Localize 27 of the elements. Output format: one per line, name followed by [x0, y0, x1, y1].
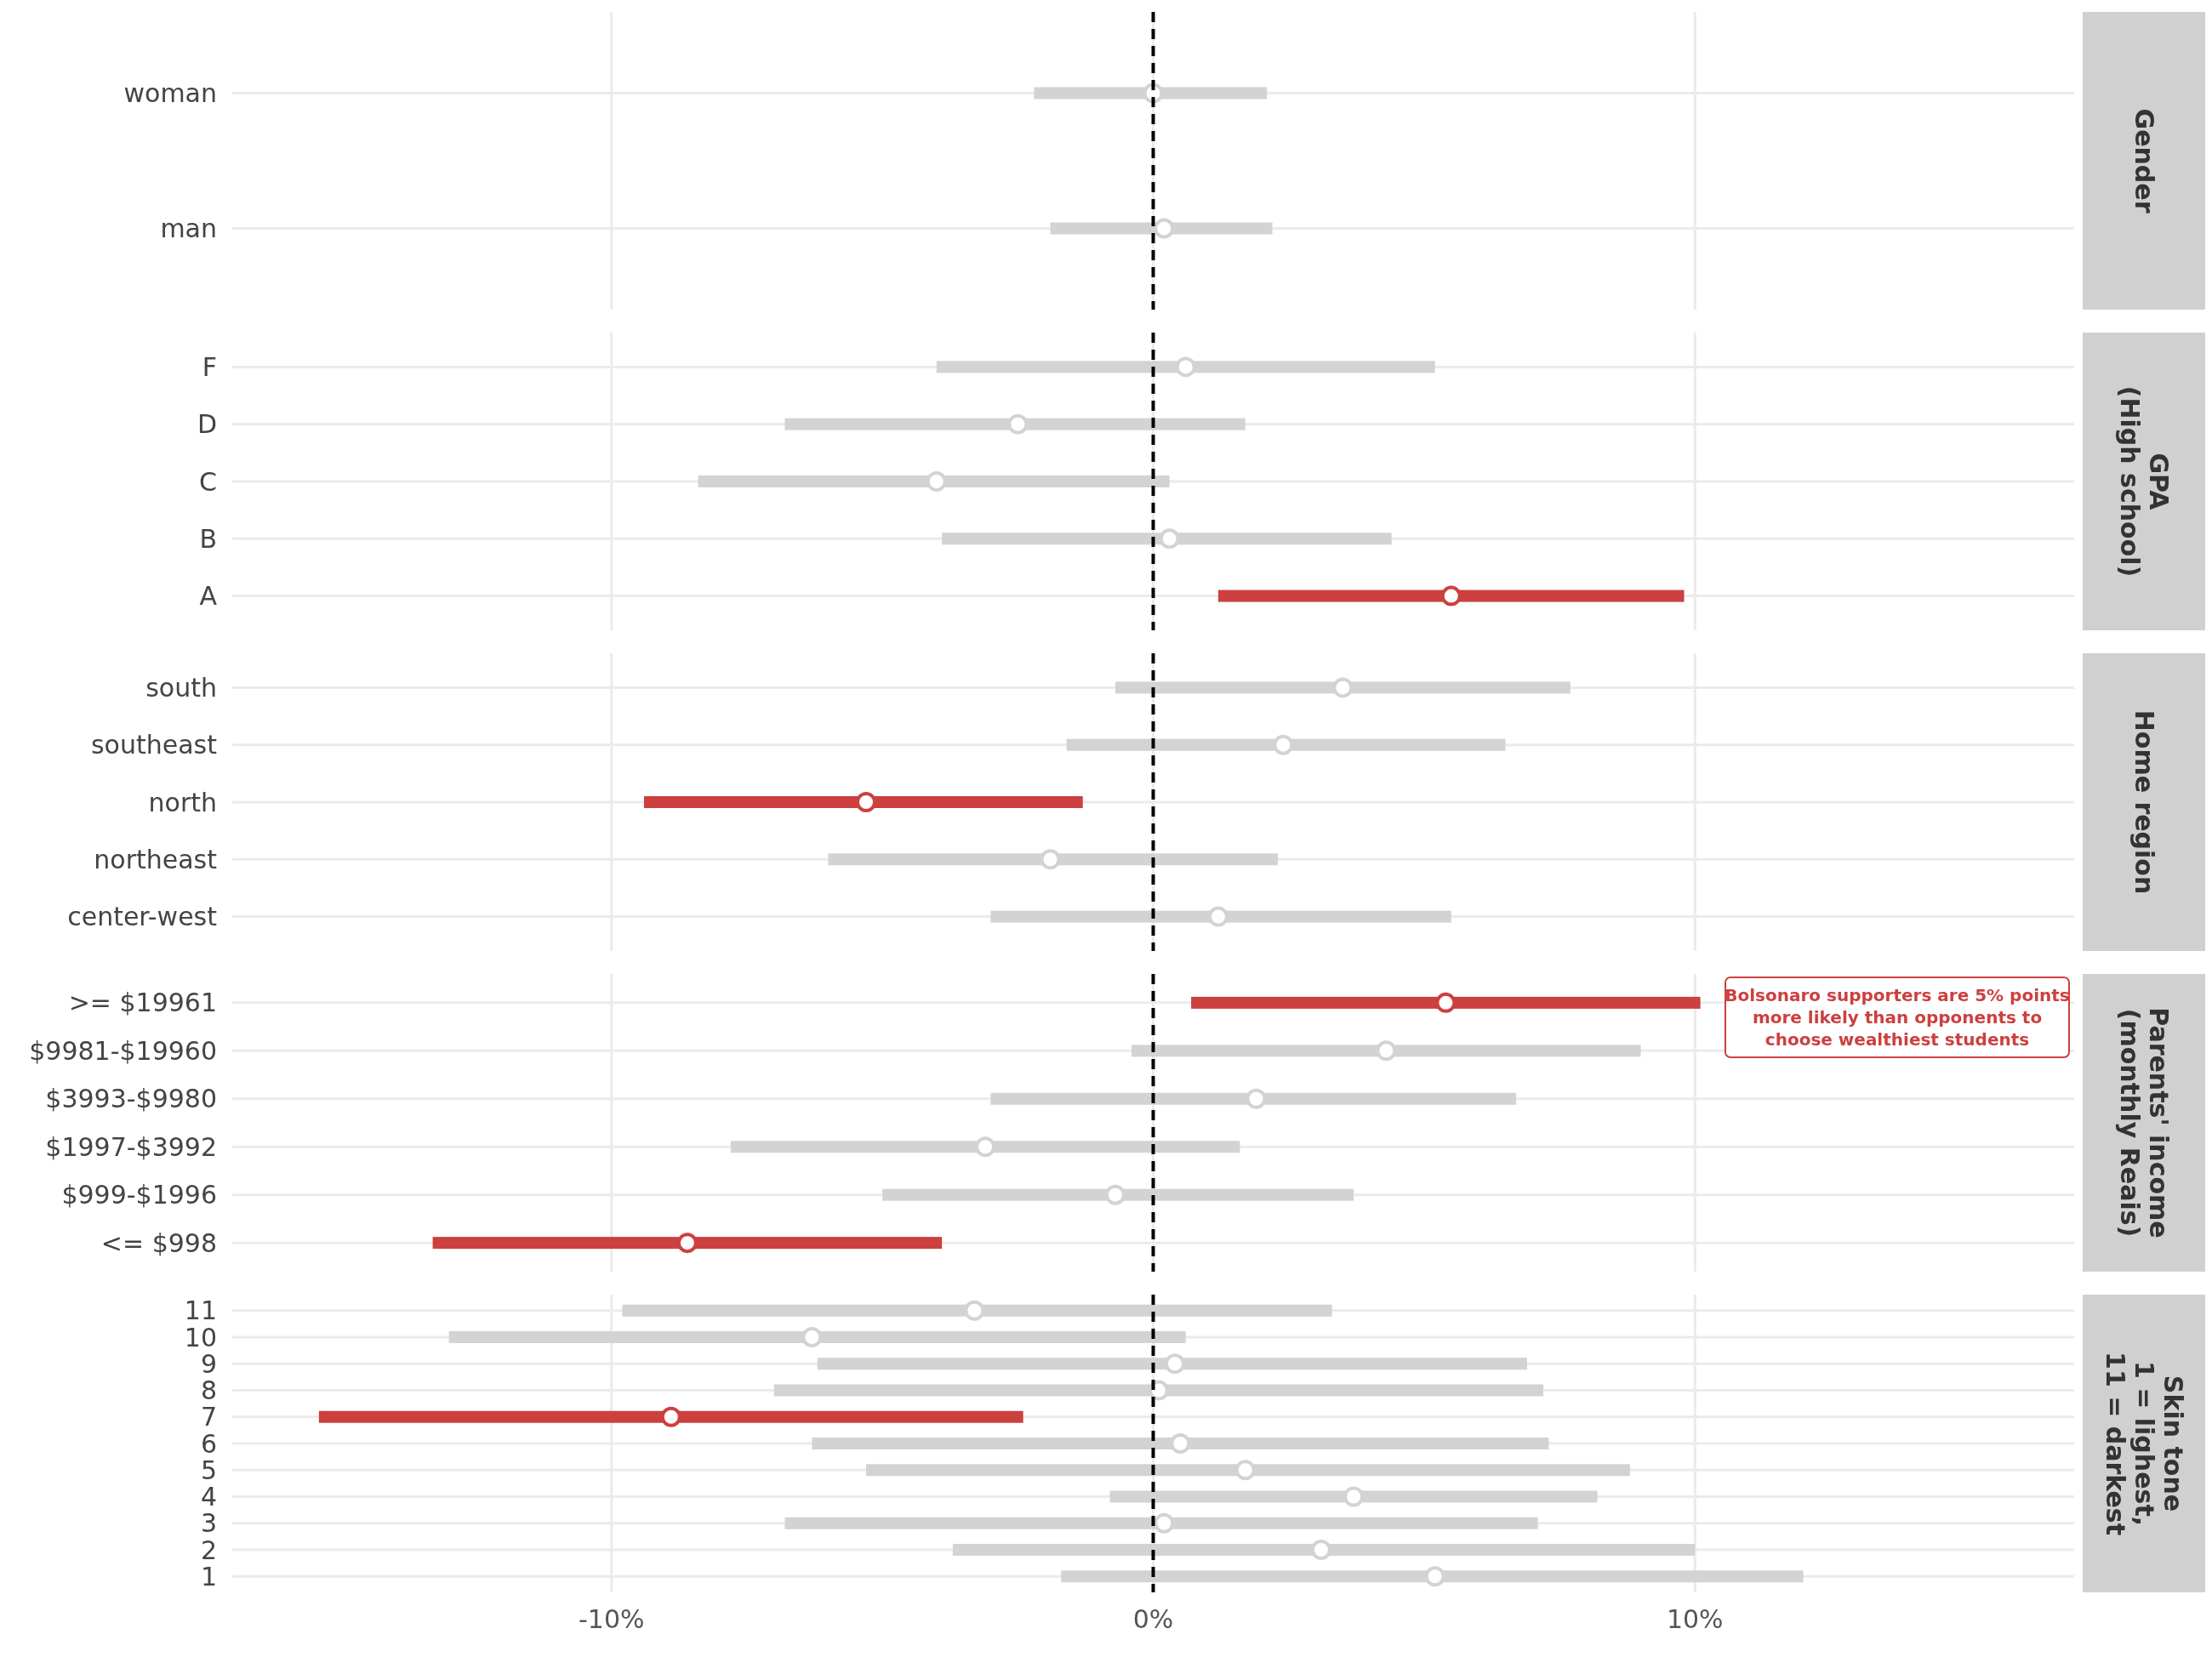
y-tick-label: D — [197, 409, 217, 440]
y-tick-label: southeast — [90, 730, 218, 760]
y-tick-label: C — [199, 466, 217, 497]
y-tick-label: F — [202, 351, 217, 382]
x-tick-label: 10% — [1666, 1604, 1724, 1634]
y-tick-label: northeast — [94, 844, 218, 874]
y-tick-label: $1997-$3992 — [45, 1131, 217, 1162]
y2-axis-title: Skin tone 1 = lighest, 11 = darkest — [2100, 1352, 2188, 1535]
y2-axis-title: GPA (High school) — [2114, 385, 2174, 578]
x-tick-label: -10% — [578, 1604, 645, 1634]
annotation: Bolsonaro supporters are 5% points more likely than opponents to choose wealthiest students — [1725, 985, 2070, 1050]
y-tick-label: A — [199, 581, 218, 612]
y-tick-label: center-west — [67, 902, 218, 932]
y-tick-label: $9981-$19960 — [29, 1035, 217, 1066]
y2-axis-title: Home region — [2129, 709, 2159, 895]
y-tick-label: B — [199, 523, 217, 554]
y-tick-label: <= $998 — [100, 1227, 217, 1258]
x-tick-label: 0% — [1132, 1604, 1174, 1634]
y2-axis-title: Parents' income (monthly Reais) — [2114, 1007, 2174, 1238]
y-tick-label: man — [160, 214, 217, 244]
y-tick-label: $3993-$9980 — [45, 1084, 217, 1114]
y-tick-label: woman — [123, 77, 217, 108]
y-tick-label: south — [145, 672, 217, 703]
y2-axis-title: Gender — [2129, 108, 2159, 214]
y-tick-label: north — [148, 787, 217, 817]
y-tick-label: $999-$1996 — [61, 1180, 217, 1210]
y-tick-label: >= $19961 — [68, 988, 217, 1018]
